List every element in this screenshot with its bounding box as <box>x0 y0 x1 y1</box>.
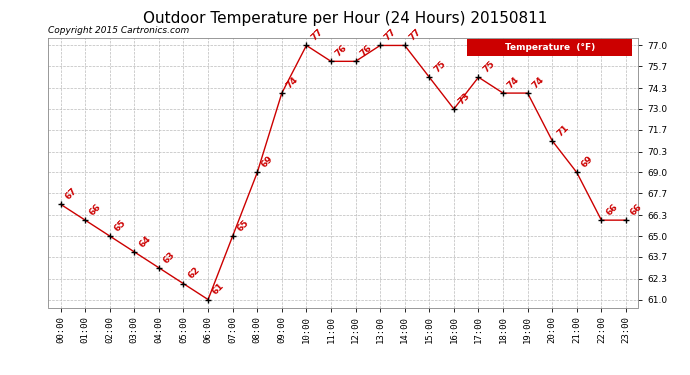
FancyBboxPatch shape <box>467 39 632 56</box>
Text: 67: 67 <box>63 186 79 201</box>
Text: 77: 77 <box>408 27 423 43</box>
Text: 75: 75 <box>481 59 497 74</box>
Text: 65: 65 <box>235 218 250 233</box>
Text: Outdoor Temperature per Hour (24 Hours) 20150811: Outdoor Temperature per Hour (24 Hours) … <box>143 11 547 26</box>
Text: 76: 76 <box>334 43 349 58</box>
Text: 75: 75 <box>432 59 447 74</box>
Text: Copyright 2015 Cartronics.com: Copyright 2015 Cartronics.com <box>48 26 190 35</box>
Text: 64: 64 <box>137 234 152 249</box>
Text: 66: 66 <box>629 202 644 217</box>
Text: 62: 62 <box>186 266 201 281</box>
Text: Temperature  (°F): Temperature (°F) <box>504 43 595 52</box>
Text: 74: 74 <box>506 75 521 90</box>
Text: 77: 77 <box>383 27 398 43</box>
Text: 77: 77 <box>309 27 324 43</box>
Text: 73: 73 <box>457 91 472 106</box>
Text: 74: 74 <box>284 75 300 90</box>
Text: 74: 74 <box>531 75 546 90</box>
Text: 76: 76 <box>358 43 373 58</box>
Text: 65: 65 <box>112 218 128 233</box>
Text: 69: 69 <box>260 154 275 170</box>
Text: 63: 63 <box>161 250 177 265</box>
Text: 66: 66 <box>604 202 620 217</box>
Text: 61: 61 <box>211 282 226 297</box>
Text: 66: 66 <box>88 202 103 217</box>
Text: 71: 71 <box>555 123 570 138</box>
Text: 69: 69 <box>580 154 595 170</box>
